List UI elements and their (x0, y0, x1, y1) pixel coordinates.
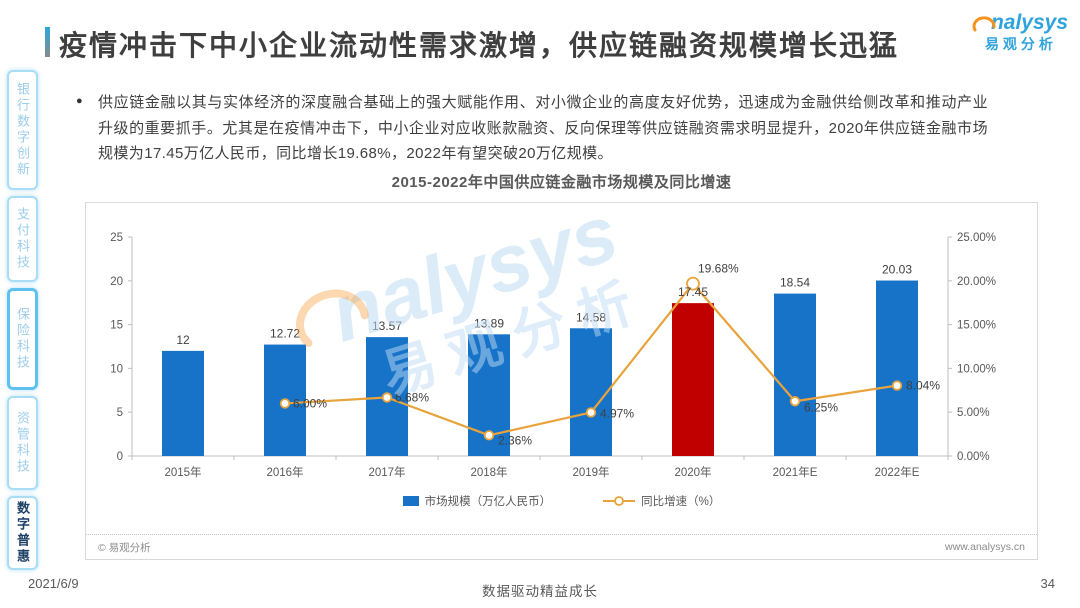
right-axis-tick-label: 5.00% (957, 407, 990, 419)
legend-bar-swatch (402, 496, 419, 506)
x-axis-category-label: 2021年E (773, 465, 818, 479)
chart-card: 0 5 10 15 20 25 0.00% 5.00% 10.00% 15.00% 20.00% 25… (85, 188, 1038, 560)
left-axis-tick-label: 20 (110, 276, 123, 288)
report-date: 2021/6/9 (28, 576, 79, 591)
line-label: 6.00% (293, 396, 327, 410)
analysys-website-link[interactable]: www.analysys.cn (945, 541, 1025, 553)
sidebar-tab-insurance-tech[interactable]: 保险科技 (7, 288, 38, 390)
line-label: 4.97% (600, 406, 634, 420)
legend-label: 同比增速（%） (641, 496, 721, 508)
chart-title: 2015-2022年中国供应链金融市场规模及同比增速 (391, 174, 732, 191)
logo-text-cn: 易观分析 (984, 36, 1057, 52)
line-label: 19.68% (698, 262, 739, 276)
line-label: 6.25% (804, 400, 838, 414)
x-axis-category-label: 2018年 (470, 465, 507, 479)
logo-text-en: nalysys (990, 11, 1068, 34)
right-axis-tick-label: 25.00% (957, 232, 996, 244)
chart-legend: 市场规模（万亿人民币） 同比增速（%） (86, 493, 1037, 509)
footer-tagline: 数据驱动精益成长 (482, 584, 598, 599)
line-marker-2021年E (789, 396, 801, 407)
bar-2015年 (162, 350, 204, 456)
sidebar-tab-asset-mgmt-tech[interactable]: 资管科技 (7, 396, 38, 490)
line-marker-2016年 (279, 398, 291, 409)
left-axis-tick-label: 5 (117, 407, 123, 419)
bullet-icon: ● (76, 95, 83, 107)
analysys-swoosh-icon (971, 11, 997, 38)
page-number: 34 (1040, 576, 1055, 591)
left-axis-tick-label: 0 (117, 451, 123, 463)
combo-chart: 0 5 10 15 20 25 0.00% 5.00% 10.00% 15.00% 20.00% 25… (110, 232, 996, 479)
bar-2021年E (774, 293, 816, 456)
bar-label: 13.57 (372, 319, 402, 333)
summary-text: 供应链金融以其与实体经济的深度融合基础上的强大赋能作用、对小微企业的高度友好优势… (98, 94, 988, 162)
line-marker-2017年 (381, 392, 393, 403)
bar-label: 13.89 (474, 316, 504, 330)
analysys-logo: nalysys 易观分析 (971, 8, 1068, 54)
bar-2019年 (570, 328, 612, 456)
legend-line-swatch (603, 496, 636, 506)
sidebar-tab-digital-inclusion[interactable]: 数字普惠 (7, 496, 38, 570)
line-label: 6.68% (395, 390, 429, 404)
right-axis-tick-label: 20.00% (957, 276, 996, 288)
left-axis-tick-label: 15 (110, 320, 123, 332)
bar-label: 14.58 (576, 310, 606, 324)
left-axis-tick-label: 25 (110, 232, 123, 244)
line-marker-2019年 (585, 407, 597, 418)
line-marker-2020年 (686, 276, 700, 291)
x-axis-category-label: 2016年 (266, 465, 303, 479)
sidebar-tab-bank-digital-innovation[interactable]: 银行数字创新 (7, 70, 38, 190)
bar-label: 18.54 (780, 276, 810, 290)
right-axis-tick-label: 0.00% (957, 451, 990, 463)
sidebar-tab-payment-tech[interactable]: 支付科技 (7, 196, 38, 282)
legend-label: 市场规模（万亿人民币） (424, 496, 552, 508)
bar-2022年E (876, 280, 918, 456)
x-axis-category-label: 2015年 (164, 465, 201, 479)
bar-2020年 (672, 303, 714, 456)
line-label: 8.04% (906, 379, 940, 393)
right-axis-tick-label: 15.00% (957, 320, 996, 332)
summary-paragraph: ● 供应链金融以其与实体经济的深度融合基础上的强大赋能作用、对小微企业的高度友好… (76, 90, 988, 167)
legend-item: 市场规模（万亿人民币） (402, 493, 552, 509)
left-axis-tick-label: 10 (110, 363, 123, 375)
line-marker-2018年 (483, 430, 495, 441)
right-axis-tick-label: 10.00% (957, 363, 996, 375)
chart-copyright: © 易观分析 (98, 541, 151, 554)
x-axis-category-label: 2019年 (572, 465, 609, 479)
line-marker-2022年E (891, 380, 903, 391)
x-axis-category-label: 2020年 (674, 465, 711, 479)
line-label: 2.36% (498, 433, 532, 447)
title-accent-bar (45, 27, 50, 57)
chart-card-footer: © 易观分析 www.analysys.cn (86, 534, 1037, 559)
page-title: 疫情冲击下中小企业流动性需求激增，供应链融资规模增长迅猛 (59, 30, 900, 61)
bar-label: 12 (176, 333, 190, 347)
x-axis-category-label: 2017年 (368, 465, 405, 479)
x-axis-category-label: 2022年E (875, 465, 920, 479)
bar-label: 17.45 (678, 285, 708, 299)
bar-label: 20.03 (882, 263, 912, 277)
legend-item: 同比增速（%） (603, 493, 720, 509)
sidebar: 银行数字创新支付科技保险科技资管科技数字普惠 (0, 0, 46, 608)
bar-label: 12.72 (270, 327, 300, 341)
